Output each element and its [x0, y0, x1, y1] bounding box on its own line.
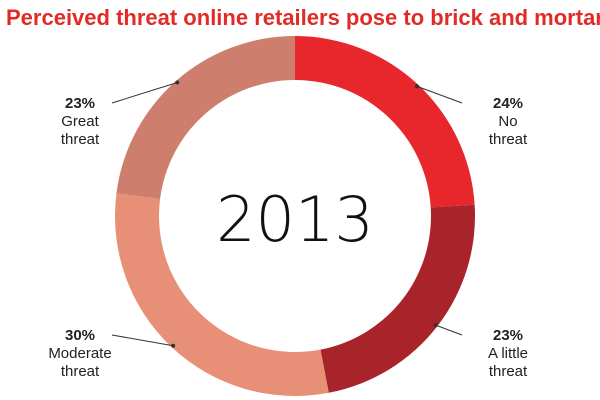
chart-title: Perceived threat online retailers pose t… — [6, 5, 600, 30]
slice-name-label: threat — [489, 131, 528, 148]
leader-dot — [433, 323, 438, 328]
slice-name-label: No — [498, 113, 517, 130]
slice-name-label: threat — [489, 363, 528, 380]
slice-value-label: 23% — [65, 95, 95, 112]
slice-no-threat — [295, 36, 475, 208]
center-year-label: 2013 — [216, 183, 374, 256]
slice-name-label: Moderate — [48, 345, 111, 362]
slice-name-label: threat — [61, 363, 100, 380]
leader-line — [111, 334, 174, 347]
leader-dot — [175, 80, 180, 85]
slice-great-threat — [116, 36, 295, 199]
leader-dot — [171, 343, 176, 348]
slice-value-label: 23% — [493, 327, 523, 344]
slice-moderate-threat — [114, 193, 329, 396]
leader-dot — [414, 84, 419, 89]
slice-name-label: threat — [61, 131, 100, 148]
donut-slices — [114, 36, 476, 396]
slice-value-label: 30% — [65, 327, 95, 344]
slice-a-little-threat — [320, 204, 476, 393]
slice-name-label: Great — [61, 113, 99, 130]
leader-line — [416, 85, 463, 104]
slice-name-label: A little — [488, 345, 528, 362]
leader-line — [435, 324, 463, 336]
leader-line — [111, 82, 178, 104]
slice-value-label: 24% — [493, 95, 523, 112]
